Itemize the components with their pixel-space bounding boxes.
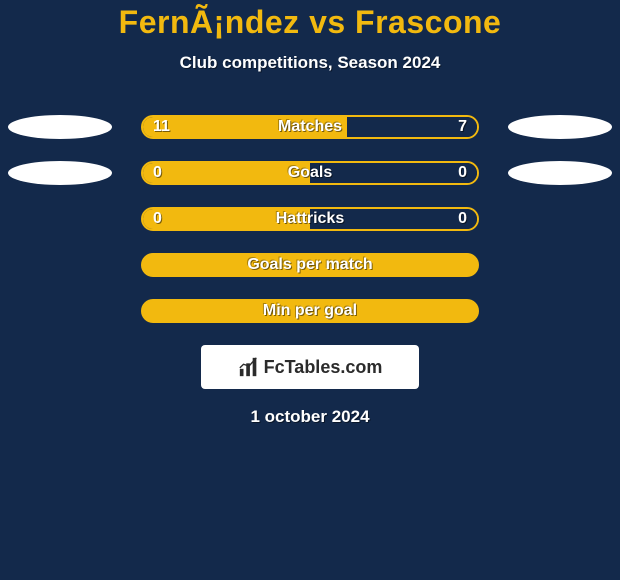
stat-pill: 11 Matches 7 [141, 115, 479, 139]
stat-pill: Goals per match [141, 253, 479, 277]
stats-container: 11 Matches 7 0 Goals 0 0 [0, 115, 620, 323]
stat-row: Goals per match [0, 253, 620, 277]
stat-label: Goals [288, 164, 332, 182]
stat-pill: Min per goal [141, 299, 479, 323]
bar-chart-icon [238, 356, 260, 378]
stat-row: 11 Matches 7 [0, 115, 620, 139]
footer-date: 1 october 2024 [0, 407, 620, 427]
branding-badge: FcTables.com [201, 345, 419, 389]
comparison-card: FernÃ¡ndez vs Frascone Club competitions… [0, 0, 620, 580]
stat-pill: 0 Hattricks 0 [141, 207, 479, 231]
stat-value-right: 0 [458, 164, 467, 182]
stat-value-left: 0 [153, 210, 162, 228]
stat-value-right: 7 [458, 118, 467, 136]
page-title: FernÃ¡ndez vs Frascone [0, 4, 620, 41]
stat-value-left: 0 [153, 164, 162, 182]
stat-label: Hattricks [276, 210, 344, 228]
stat-value-right: 0 [458, 210, 467, 228]
stat-row: 0 Hattricks 0 [0, 207, 620, 231]
stat-value-left: 11 [153, 118, 170, 136]
player-ellipse-left [8, 115, 112, 139]
player-ellipse-right [508, 161, 612, 185]
stat-label: Matches [278, 118, 342, 136]
stat-pill: 0 Goals 0 [141, 161, 479, 185]
stat-label: Goals per match [247, 256, 372, 274]
stat-row: Min per goal [0, 299, 620, 323]
stat-label: Min per goal [263, 302, 357, 320]
branding-text: FcTables.com [264, 357, 383, 378]
stat-row: 0 Goals 0 [0, 161, 620, 185]
player-ellipse-right [508, 115, 612, 139]
subtitle: Club competitions, Season 2024 [0, 53, 620, 73]
player-ellipse-left [8, 161, 112, 185]
